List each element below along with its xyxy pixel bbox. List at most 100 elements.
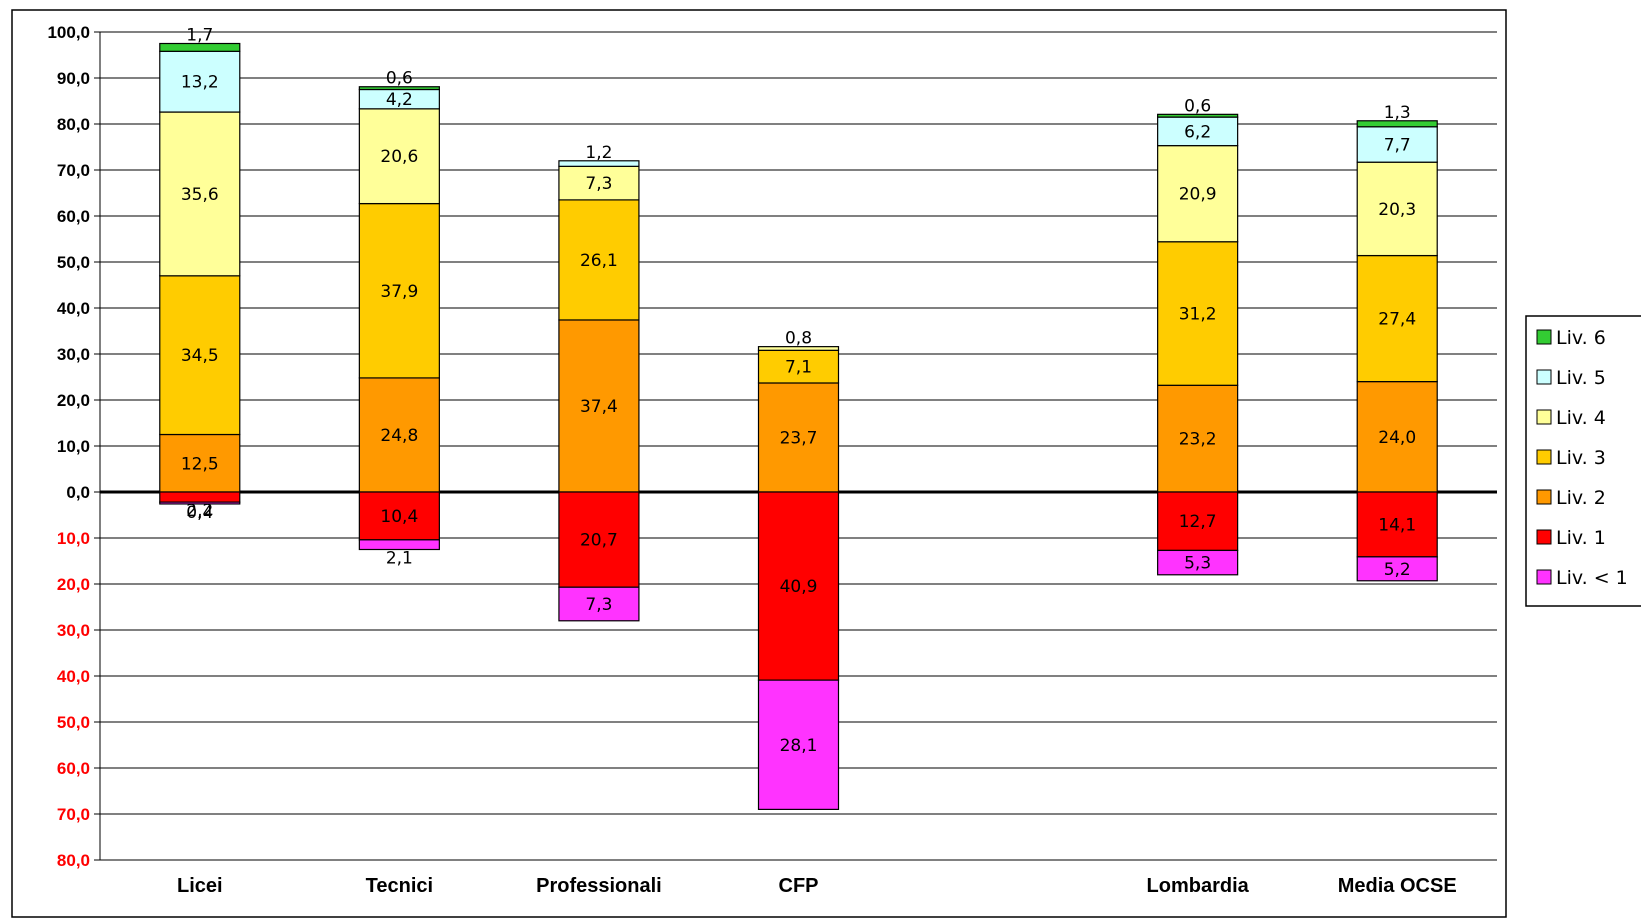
data-label: 7,3 [585,595,612,615]
legend-swatch-liv-1 [1536,569,1552,585]
category-label-media-ocse: Media OCSE [1338,875,1457,897]
data-label: 5,3 [1184,554,1211,574]
bar-lombardia-liv-3 [1157,241,1239,386]
data-label: 1,2 [585,143,612,163]
category-label-lombardia: Lombardia [1147,875,1250,897]
data-label: 12,7 [1179,512,1217,532]
y-tick-label: 80,0 [57,851,90,870]
bar-cfp-liv-1 [757,679,840,811]
bar-professionali-liv-1 [558,491,640,588]
legend-label-liv-6: Liv. 6 [1556,327,1606,349]
y-tick-label: 50,0 [57,253,90,272]
bar-tecnici-liv-3 [358,202,440,379]
legend-label-liv-2: Liv. 2 [1556,487,1606,509]
data-label: 0,6 [1184,96,1211,116]
y-tick-label: 20,0 [57,391,90,410]
bar-tecnici-liv-1 [358,539,440,551]
bar-tecnici-liv-2 [358,377,440,493]
y-tick-label: 70,0 [57,161,90,180]
legend-label-liv-5: Liv. 5 [1556,367,1606,389]
bar-licei-liv-1 [159,501,241,505]
legend-swatch-liv-2 [1536,489,1552,505]
data-label: 35,6 [181,185,219,205]
bar-professionali-liv-5 [558,160,640,167]
category-label-tecnici: Tecnici [366,875,433,897]
data-label: 14,1 [1378,515,1416,535]
y-tick-label: 40,0 [57,667,90,686]
data-label: 23,2 [1179,430,1217,450]
data-label: 1,7 [186,26,213,46]
legend-label-liv-3: Liv. 3 [1556,447,1606,469]
bar-media-ocse-liv-6 [1356,120,1438,128]
bar-professionali-liv-4 [558,165,640,201]
bar-tecnici-liv-4 [358,108,440,205]
data-label: 12,5 [181,454,219,474]
category-label-licei: Licei [177,875,223,897]
legend-swatch-liv-1 [1536,529,1552,545]
y-tick-label: 60,0 [57,207,90,226]
bar-lombardia-liv-6 [1157,113,1239,118]
y-tick-label: 40,0 [57,299,90,318]
category-label-professionali: Professionali [536,875,662,897]
legend-label-liv-1: Liv. < 1 [1556,567,1628,589]
data-label: 24,8 [380,426,418,446]
data-label: 4,2 [386,90,413,110]
data-label: 20,6 [380,147,418,167]
data-label: 20,9 [1179,185,1217,205]
legend-label-liv-1: Liv. 1 [1556,527,1606,549]
data-label: 26,1 [580,251,618,271]
y-tick-label: 100,0 [47,23,90,42]
bar-cfp-liv-1 [757,491,840,681]
data-label: 37,9 [380,282,418,302]
bar-lombardia-liv-4 [1157,145,1239,243]
y-tick-label: 90,0 [57,69,90,88]
data-label: 24,0 [1378,428,1416,448]
y-tick-label: 70,0 [57,805,90,824]
data-label: 0,4 [186,503,213,523]
legend-label-liv-4: Liv. 4 [1556,407,1606,429]
bar-media-ocse-liv-5 [1356,126,1438,163]
bar-tecnici-liv-6 [358,86,440,91]
y-tick-label: 50,0 [57,713,90,732]
bar-media-ocse-liv-1 [1356,491,1438,558]
data-label: 34,5 [181,346,219,366]
bar-cfp-liv-4 [757,346,840,351]
bar-licei-liv-2 [159,433,241,493]
data-label: 10,4 [380,507,418,527]
bar-licei-liv-6 [159,42,241,52]
legend-swatch-liv-5 [1536,369,1552,385]
y-tick-label: 20,0 [57,575,90,594]
data-label: 40,9 [780,577,818,597]
bar-media-ocse-liv-3 [1356,254,1438,383]
y-tick-label: 80,0 [57,115,90,134]
legend-swatch-liv-6 [1536,329,1552,345]
data-label: 20,3 [1378,200,1416,220]
data-label: 20,7 [580,531,618,551]
data-labels: 12,5 34,5 35,6 13,2 1,7 2,20,4 24,8 37,9 20,6 4,2… [181,26,1416,756]
data-label: 27,4 [1378,310,1416,330]
y-tick-label: 60,0 [57,759,90,778]
legend-swatch-liv-4 [1536,409,1552,425]
data-label: 7,7 [1384,135,1411,155]
data-label: 13,2 [181,73,219,93]
bar-lombardia-liv-2 [1157,384,1239,493]
bar-licei-liv-3 [159,275,241,436]
bar-lombardia-liv-1 [1157,549,1239,576]
bar-professionali-liv-1 [558,586,640,622]
data-label: 0,6 [386,69,413,89]
data-label: 28,1 [780,736,818,756]
y-tick-label: 10,0 [57,437,90,456]
bar-media-ocse-liv-1 [1356,556,1438,582]
data-label: 6,2 [1184,122,1211,142]
data-label: 7,1 [785,358,812,378]
data-label: 23,7 [780,428,818,448]
data-label: 7,3 [585,174,612,194]
data-label: 5,2 [1384,560,1411,580]
data-label: 37,4 [580,397,618,417]
bars [159,42,1438,811]
data-label: 1,3 [1384,103,1411,123]
bar-media-ocse-liv-4 [1356,161,1438,257]
category-labels: Licei Tecnici Professionali CFP Lombardia Med… [177,875,1457,897]
y-axis-ticks: 100,0 90,0 80,0 70,0 60,0 50,0 40,0 30,0 20,0 10,… [47,23,90,870]
category-label-cfp: CFP [779,875,819,897]
